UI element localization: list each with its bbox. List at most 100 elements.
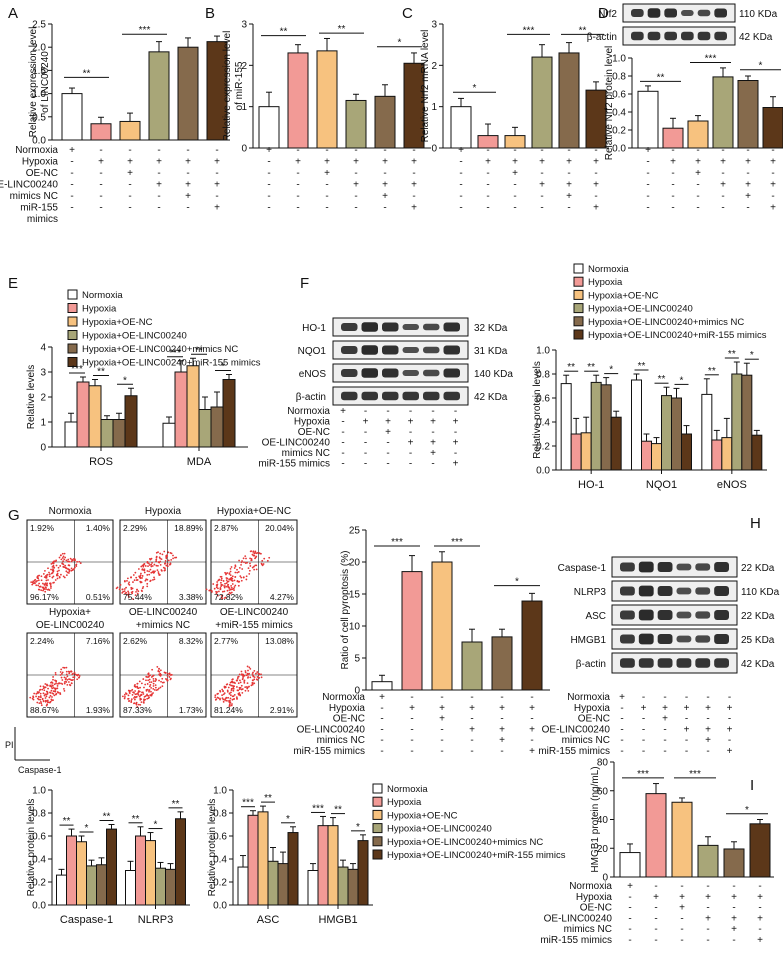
bar-B-0 (258, 106, 280, 149)
condition-sign: + (757, 892, 763, 903)
flow-dot (164, 567, 166, 570)
y-tick-label: 1 (40, 418, 46, 429)
blot-band (714, 633, 729, 645)
bar-G1-0-4 (96, 864, 107, 906)
flow-dot (254, 550, 257, 553)
condition-sign: - (410, 692, 413, 703)
blot-protein-label: Nrf2 (598, 9, 617, 20)
flow-dot (49, 583, 52, 586)
blot-protein-label: HMGB1 (570, 635, 606, 646)
flow-dot (42, 692, 45, 695)
flow-dot (226, 683, 229, 686)
condition-sign: - (186, 145, 189, 156)
condition-sign: - (642, 746, 645, 757)
bar-G1-1-5 (175, 818, 186, 906)
condition-sign: - (721, 203, 724, 214)
flow-dot (45, 574, 47, 577)
flow-dot (217, 579, 220, 582)
condition-sign: + (98, 157, 104, 168)
condition-sign: - (540, 145, 543, 156)
flow-dot (244, 562, 247, 565)
flow-dot (54, 690, 57, 693)
flow-dot (61, 683, 64, 685)
flow-dot (52, 684, 54, 687)
flow-dot (155, 551, 158, 554)
flow-dot (70, 682, 73, 685)
flow-dot (136, 592, 139, 595)
flow-dot (227, 696, 230, 699)
flow-dot (232, 587, 235, 590)
blot-kda-label: 110 KDa (741, 587, 780, 598)
y-tick-label: 0 (602, 873, 608, 884)
sig-I-2-label: * (745, 805, 749, 816)
legend-G-label-5: Hypoxia+OE-LINC00240+miR-155 mimics (387, 850, 566, 861)
flow-dot (139, 581, 142, 584)
flow-dot (229, 704, 231, 707)
condition-sign: - (128, 145, 131, 156)
flow-dot (68, 570, 71, 573)
flow-dot (134, 571, 137, 574)
condition-sign: - (409, 459, 412, 470)
flow-dot (152, 692, 154, 694)
condition-sign: + (662, 714, 668, 725)
blot-kda-label: 42 KDa (741, 659, 775, 670)
blot-band (423, 369, 440, 377)
flow-dot (215, 698, 218, 701)
condition-sign: + (593, 203, 599, 214)
flow-dot (250, 557, 253, 560)
condition-label: OE-NC (578, 714, 610, 725)
blot-band (443, 391, 460, 401)
condition-sign: - (267, 191, 270, 202)
y-tick-label: 2 (241, 61, 247, 72)
condition-sign: - (671, 145, 674, 156)
flow-dot (255, 552, 258, 555)
flow-dot (68, 678, 70, 681)
flow-dot (42, 589, 44, 592)
flow-dot (221, 697, 224, 700)
flow-dot (238, 673, 241, 676)
blot-band (697, 9, 711, 17)
flow-quadrant-value: 3.38% (179, 592, 204, 602)
flow-dot (53, 683, 56, 686)
blot-band (638, 585, 654, 597)
y-tick-label: 0.8 (612, 72, 626, 83)
condition-sign: + (539, 157, 545, 168)
flow-dot (159, 669, 162, 672)
condition-sign: - (654, 903, 657, 914)
flow-dot (39, 698, 42, 701)
flow-dot (229, 694, 232, 697)
bar-E-1-2 (186, 365, 200, 448)
condition-sign: - (440, 692, 443, 703)
flow-dot (251, 673, 254, 675)
condition-sign: + (185, 157, 191, 168)
flow-dot (135, 695, 138, 698)
condition-sign: - (706, 935, 709, 946)
flow-dot (56, 572, 59, 575)
blot-band (676, 658, 692, 668)
flow-dot (58, 569, 60, 572)
flow-dot (234, 682, 236, 685)
flow-dot (233, 586, 236, 588)
flow-dot (52, 678, 54, 681)
bar-G_bar-3 (461, 641, 483, 691)
legend-G-swatch-3 (372, 823, 383, 834)
bar-G2-0-0 (237, 866, 249, 906)
condition-sign: - (341, 427, 344, 438)
legend-E-swatch-5 (67, 357, 78, 367)
flow-dot (255, 568, 258, 571)
flow-dot (35, 695, 37, 698)
condition-sign: - (646, 157, 649, 168)
condition-sign: - (431, 427, 434, 438)
condition-label: OE-NC (26, 168, 58, 179)
flow-dot (160, 680, 162, 683)
flow-dot (144, 579, 147, 582)
flow-dot (40, 589, 43, 592)
flow-dot (228, 587, 231, 590)
flow-dot (154, 678, 157, 680)
condition-sign: - (628, 924, 631, 935)
bar-G_bar-0 (371, 681, 393, 691)
condition-sign: - (267, 157, 270, 168)
flow-dot (253, 682, 256, 685)
blot-kda-label: 25 KDa (741, 635, 775, 646)
condition-sign: - (409, 448, 412, 459)
